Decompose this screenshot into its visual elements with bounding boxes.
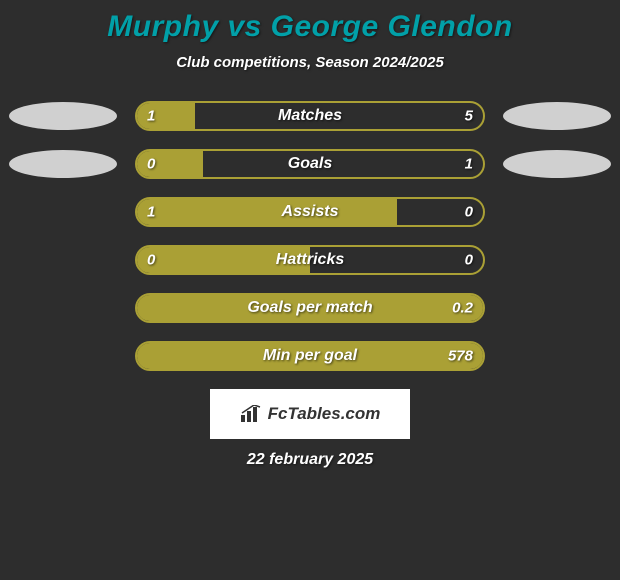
footer-logo-text: FcTables.com [268, 404, 381, 424]
stat-row-goals: 0 Goals 1 [0, 149, 620, 179]
player-right-ellipse [503, 150, 611, 178]
stat-value-left: 0 [147, 156, 155, 173]
stat-label: Goals per match [247, 299, 372, 317]
page-subtitle: Club competitions, Season 2024/2025 [0, 54, 620, 71]
bar-fill-left [137, 103, 195, 129]
player-right-ellipse [503, 102, 611, 130]
stat-value-right: 0 [465, 204, 473, 221]
stat-bar-goals: 0 Goals 1 [135, 149, 485, 179]
stat-label: Hattricks [276, 251, 344, 269]
stat-value-left: 1 [147, 108, 155, 125]
stat-row-goals-per-match: Goals per match 0.2 [0, 293, 620, 323]
stat-bar-mpg: Min per goal 578 [135, 341, 485, 371]
stat-label: Matches [278, 107, 342, 125]
player-left-ellipse [9, 150, 117, 178]
stat-value-right: 0.2 [452, 300, 473, 317]
stat-value-right: 1 [465, 156, 473, 173]
stat-value-left: 0 [147, 252, 155, 269]
bar-fill-left [137, 199, 397, 225]
stat-bar-assists: 1 Assists 0 [135, 197, 485, 227]
stat-bar-hattricks: 0 Hattricks 0 [135, 245, 485, 275]
page-title: Murphy vs George Glendon [0, 10, 620, 44]
stat-value-right: 5 [465, 108, 473, 125]
stat-bar-matches: 1 Matches 5 [135, 101, 485, 131]
footer-date: 22 february 2025 [0, 451, 620, 469]
footer-logo[interactable]: FcTables.com [210, 389, 410, 439]
stat-row-min-per-goal: Min per goal 578 [0, 341, 620, 371]
stat-value-right: 0 [465, 252, 473, 269]
stat-label: Min per goal [263, 347, 357, 365]
infographic-container: Murphy vs George Glendon Club competitio… [0, 0, 620, 469]
stat-row-hattricks: 0 Hattricks 0 [0, 245, 620, 275]
stat-value-left: 1 [147, 204, 155, 221]
stat-bar-gpm: Goals per match 0.2 [135, 293, 485, 323]
player-left-ellipse [9, 102, 117, 130]
chart-icon [240, 405, 262, 423]
stat-label: Assists [282, 203, 339, 221]
stat-row-matches: 1 Matches 5 [0, 101, 620, 131]
stat-label: Goals [288, 155, 332, 173]
stat-value-right: 578 [448, 348, 473, 365]
stat-row-assists: 1 Assists 0 [0, 197, 620, 227]
